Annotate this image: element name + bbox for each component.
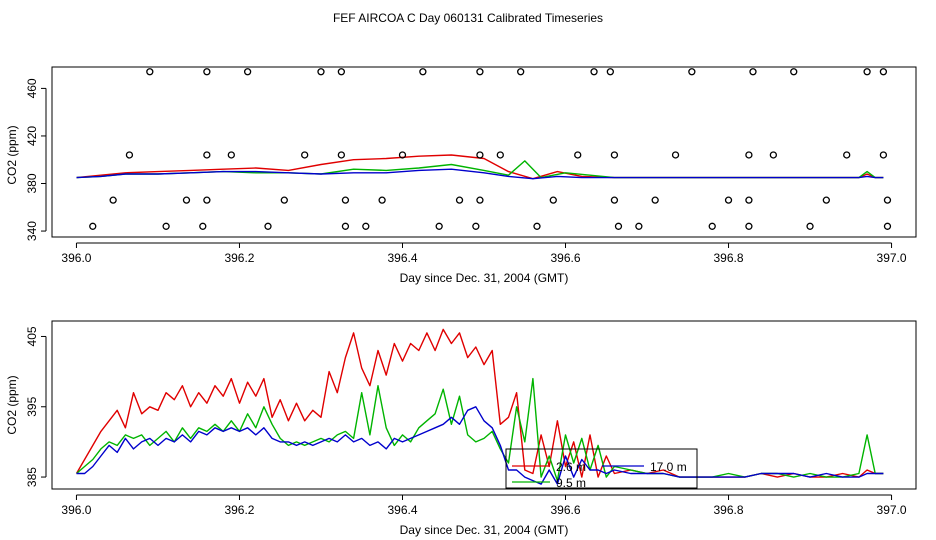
x-tick-label: 396.0 xyxy=(61,503,91,517)
legend-label-17.0m: 17.0 m xyxy=(650,460,687,474)
flag-marker xyxy=(883,196,892,204)
plot-frame xyxy=(51,320,917,490)
flag-marker xyxy=(549,196,557,204)
x-tick-label: 396.8 xyxy=(714,503,744,517)
flag-marker xyxy=(574,151,582,159)
flag-marker xyxy=(610,151,619,159)
flag-marker xyxy=(614,222,623,230)
x-tick-label: 396.8 xyxy=(714,251,744,265)
flag-marker xyxy=(341,222,350,230)
y-tick-label: 380 xyxy=(25,173,39,193)
flag-marker xyxy=(745,196,753,204)
x-tick-label: 396.2 xyxy=(224,503,254,517)
flag-marker xyxy=(435,222,443,230)
x-tick-label: 396.4 xyxy=(387,503,417,517)
flag-marker xyxy=(337,68,346,76)
flag-marker xyxy=(606,68,614,76)
flag-marker xyxy=(745,222,753,230)
legend-label-9.5m: 9.5 m xyxy=(556,476,586,490)
flag-marker xyxy=(769,151,778,159)
flag-marker xyxy=(651,196,659,204)
y-tick-label: 405 xyxy=(25,326,39,346)
flag-marker xyxy=(708,222,716,230)
flag-marker xyxy=(879,68,888,76)
flag-marker xyxy=(203,151,211,159)
plot-frame xyxy=(51,66,917,238)
flag-marker xyxy=(301,151,309,159)
flag-marker xyxy=(843,151,851,159)
x-tick-label: 397.0 xyxy=(877,251,907,265)
flag-marker xyxy=(883,222,892,230)
flag-marker xyxy=(476,151,484,159)
flag-marker xyxy=(146,68,154,76)
x-tick-label: 397.0 xyxy=(877,503,907,517)
flag-marker xyxy=(688,68,696,76)
flag-marker xyxy=(264,222,272,230)
flag-marker xyxy=(517,68,525,76)
flag-marker xyxy=(378,196,386,204)
flag-marker xyxy=(749,68,757,76)
top-y-axis-label: CO2 (ppm) xyxy=(5,125,19,184)
flag-marker xyxy=(822,196,830,204)
flag-marker xyxy=(863,68,871,76)
flag-marker xyxy=(476,196,484,204)
y-tick-label: 420 xyxy=(25,126,39,146)
flag-marker xyxy=(243,68,252,76)
flag-marker xyxy=(227,151,235,159)
x-tick-label: 396.0 xyxy=(61,251,91,265)
flag-marker xyxy=(745,151,753,159)
bottom-panel: 396.0 396.2 396.4 396.6 396.8 397.0 385 395 405 xyxy=(25,320,917,517)
series-line-95m xyxy=(76,160,884,179)
top-panel: 396.0 396.2 396.4 396.6 396.8 397.0 340 380 420 4… xyxy=(25,66,917,265)
y-tick-label: 340 xyxy=(25,221,39,241)
x-tick-label: 396.4 xyxy=(387,251,417,265)
flag-marker xyxy=(182,196,191,204)
flag-marker xyxy=(109,196,117,204)
x-tick-label: 396.6 xyxy=(550,251,580,265)
flag-marker xyxy=(162,222,170,230)
top-x-axis-label: Day since Dec. 31, 2004 (GMT) xyxy=(400,271,569,285)
flag-marker xyxy=(125,151,134,159)
legend-box xyxy=(505,448,698,489)
flag-marker xyxy=(879,151,888,159)
x-tick-label: 396.6 xyxy=(550,503,580,517)
flag-marker xyxy=(341,196,350,204)
flag-marker xyxy=(806,222,814,230)
flag-marker xyxy=(635,222,643,230)
flag-marker xyxy=(476,68,484,76)
flag-marker xyxy=(419,68,427,76)
flag-marker xyxy=(790,68,798,76)
legend: 2.6 m 9.5 m 17.0 m xyxy=(505,448,698,490)
flag-marker xyxy=(724,196,733,204)
bottom-x-axis-label: Day since Dec. 31, 2004 (GMT) xyxy=(400,523,569,537)
flag-marker xyxy=(455,196,464,204)
flag-marker xyxy=(337,151,346,159)
x-tick-label: 396.2 xyxy=(224,251,254,265)
flag-marker xyxy=(496,151,504,159)
series-line-26m xyxy=(75,328,884,478)
flag-marker xyxy=(89,222,97,230)
y-tick-label: 460 xyxy=(25,78,39,98)
flag-marker xyxy=(280,196,288,204)
flag-marker xyxy=(472,222,480,230)
series-line-170m xyxy=(76,406,884,485)
flag-marker xyxy=(203,68,211,76)
flag-marker xyxy=(398,151,407,159)
y-tick-label: 385 xyxy=(25,467,39,487)
bottom-y-axis-label: CO2 (ppm) xyxy=(5,375,19,434)
flag-marker xyxy=(199,222,207,230)
flag-marker xyxy=(671,151,680,159)
legend-label-2.6m: 2.6 m xyxy=(556,460,586,474)
flag-marker xyxy=(533,222,541,230)
flag-marker xyxy=(317,68,325,76)
flag-marker xyxy=(362,222,370,230)
series-line-170m xyxy=(76,168,884,180)
flag-marker xyxy=(610,196,619,204)
flag-marker xyxy=(203,196,211,204)
y-tick-label: 395 xyxy=(25,396,39,416)
flag-marker xyxy=(590,68,598,76)
chart-title: FEF AIRCOA C Day 060131 Calibrated Times… xyxy=(333,11,603,25)
